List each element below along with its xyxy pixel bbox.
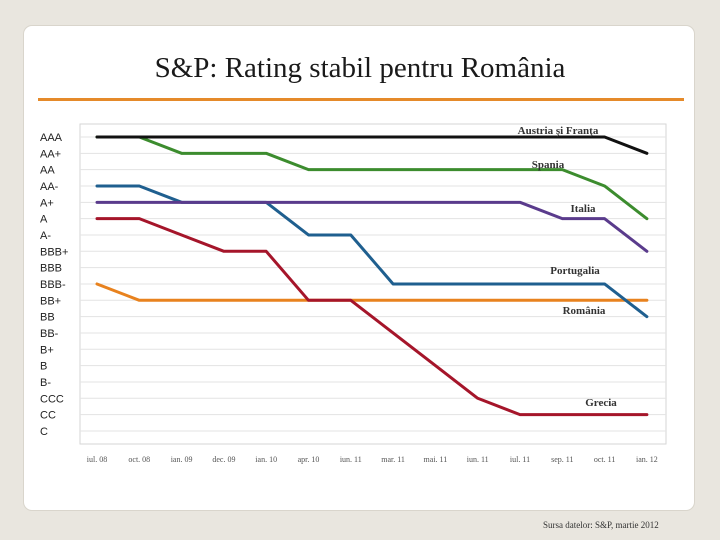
y-tick-label: CCC xyxy=(40,393,64,405)
y-tick-label: AA+ xyxy=(40,148,61,160)
series-label: România xyxy=(563,305,606,317)
series-label: Italia xyxy=(570,203,596,215)
series-label: Spania xyxy=(532,159,565,171)
y-tick-label: B+ xyxy=(40,344,54,356)
y-tick-label: A xyxy=(40,214,48,226)
x-tick-label: iun. 11 xyxy=(340,455,362,464)
x-tick-label: oct. 11 xyxy=(594,455,615,464)
y-tick-label: BB xyxy=(40,312,55,324)
y-tick-label: AA xyxy=(40,165,55,177)
x-tick-label: iul. 08 xyxy=(87,455,107,464)
y-tick-label: BB- xyxy=(40,328,59,340)
series-line xyxy=(95,135,649,155)
series-line xyxy=(95,200,649,253)
x-tick-label: sep. 11 xyxy=(551,455,573,464)
series-label: Austria şi Franţa xyxy=(518,125,599,137)
series-line xyxy=(95,135,649,221)
title-underline xyxy=(38,98,684,101)
y-tick-label: B xyxy=(40,361,47,373)
y-tick-label: AAA xyxy=(40,132,63,144)
y-tick-label: BBB+ xyxy=(40,246,68,258)
y-tick-label: A+ xyxy=(40,197,54,209)
source-note: Sursa datelor: S&P, martie 2012 xyxy=(543,520,659,530)
x-tick-label: ian. 10 xyxy=(255,455,277,464)
x-tick-label: apr. 10 xyxy=(298,455,320,464)
y-tick-label: A- xyxy=(40,230,51,242)
y-tick-label: C xyxy=(40,426,48,438)
x-tick-label: dec. 09 xyxy=(212,455,235,464)
x-tick-label: ian. 12 xyxy=(636,455,658,464)
series-label: Portugalia xyxy=(550,265,600,277)
y-tick-label: CC xyxy=(40,410,56,422)
x-tick-label: oct. 08 xyxy=(128,455,150,464)
x-tick-label: mar. 11 xyxy=(381,455,405,464)
x-tick-label: iul. 11 xyxy=(510,455,530,464)
y-tick-label: BBB- xyxy=(40,279,66,291)
page-title: S&P: Rating stabil pentru România xyxy=(154,52,566,84)
series-line xyxy=(95,217,649,417)
series-label: Grecia xyxy=(585,397,617,409)
y-tick-label: AA- xyxy=(40,181,59,193)
x-tick-label: iun. 11 xyxy=(467,455,489,464)
y-tick-label: B- xyxy=(40,377,51,389)
y-tick-label: BB+ xyxy=(40,295,61,307)
x-tick-label: mai. 11 xyxy=(424,455,448,464)
series-line xyxy=(95,282,649,302)
y-tick-label: BBB xyxy=(40,263,62,275)
x-tick-label: ian. 09 xyxy=(171,455,193,464)
